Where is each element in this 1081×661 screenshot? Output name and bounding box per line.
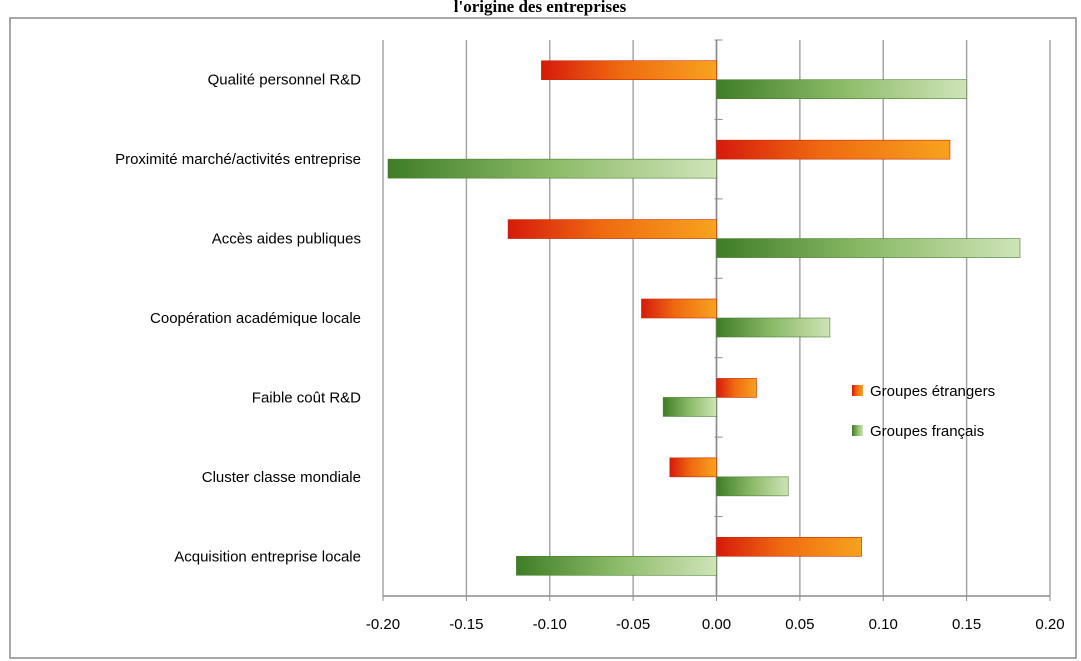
bar-groupes-francais-0 <box>716 79 967 100</box>
bar-groupes-francais-4 <box>662 397 717 417</box>
bar-groupes-etrangers-1 <box>716 139 951 160</box>
category-label: Acquisition entreprise locale <box>174 548 361 565</box>
x-tick-label: 0.10 <box>869 616 898 633</box>
legend-swatch-groupes-etrangers <box>852 385 863 396</box>
x-tick-label: 0.00 <box>702 616 731 633</box>
legend: Groupes étrangers Groupes français <box>852 383 995 440</box>
category-label: Coopération académique locale <box>150 310 361 327</box>
x-tick-label: -0.20 <box>366 616 400 633</box>
legend-label-groupes-etrangers: Groupes étrangers <box>870 383 995 400</box>
bar-groupes-francais-5 <box>716 476 789 497</box>
legend-label-groupes-francais: Groupes français <box>870 423 984 440</box>
legend-swatch-groupes-francais <box>852 425 863 436</box>
bar-groupes-francais-2 <box>716 238 1021 258</box>
x-tick-label: 0.05 <box>785 616 814 633</box>
x-tick-labels: -0.20 -0.15 -0.10 -0.05 0.00 0.05 0.10 0.15 0.20 <box>366 616 1065 633</box>
x-tick-label: 0.15 <box>952 616 981 633</box>
x-tick-label: -0.10 <box>533 616 567 633</box>
chart-frame <box>9 17 1077 659</box>
bar-groupes-etrangers-3 <box>641 298 717 319</box>
bar-groupes-etrangers-4 <box>716 378 757 398</box>
x-tick-label: 0.20 <box>1035 616 1064 633</box>
category-labels: Qualité personnel R&D Proximité marché/ac… <box>115 72 361 566</box>
bar-groupes-etrangers-6 <box>716 536 862 557</box>
category-label: Accès aides publiques <box>212 231 361 248</box>
bar-groupes-francais-6 <box>516 555 717 576</box>
x-tick-label: -0.15 <box>449 616 483 633</box>
category-label: Cluster classe mondiale <box>202 469 361 486</box>
category-label: Qualité personnel R&D <box>208 72 362 89</box>
bar-groupes-francais-3 <box>716 317 831 338</box>
chart-title: l'origine des entreprises <box>454 0 627 16</box>
category-label: Faible coût R&D <box>252 389 361 406</box>
x-tick-label: -0.05 <box>616 616 650 633</box>
bar-groupes-etrangers-2 <box>507 219 717 239</box>
bar-groupes-francais-1 <box>387 158 717 179</box>
category-label: Proximité marché/activités entreprise <box>115 151 361 168</box>
bar-groupes-etrangers-5 <box>669 457 717 478</box>
bars <box>387 60 1021 576</box>
bar-groupes-etrangers-0 <box>541 60 717 81</box>
